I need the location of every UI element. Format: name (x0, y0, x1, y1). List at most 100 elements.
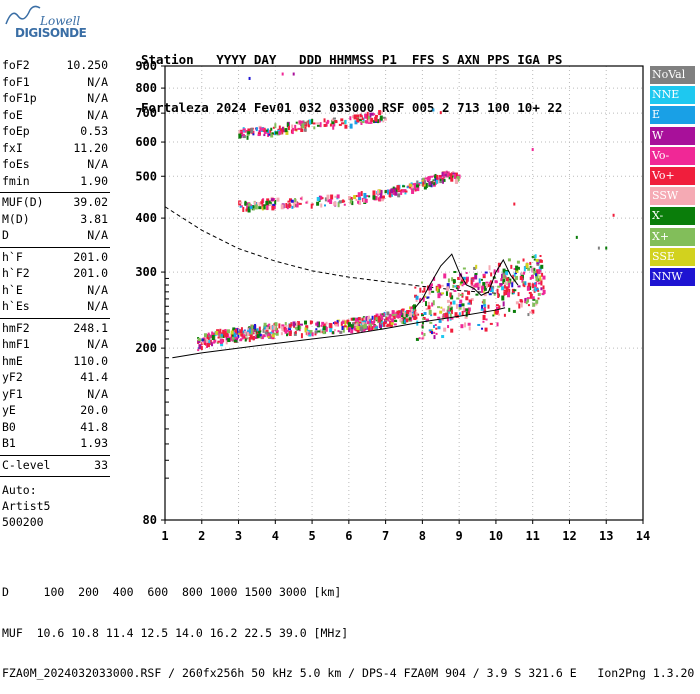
echo-point (274, 199, 277, 205)
echo-point (450, 175, 453, 179)
echo-point (323, 118, 326, 123)
echo-point (416, 180, 419, 185)
echo-point (309, 320, 312, 325)
param-row: B1 1.93 (2, 436, 108, 452)
echo-point (260, 201, 264, 205)
echo-point (207, 332, 210, 336)
echo-point (272, 203, 276, 206)
echo-point (363, 323, 367, 329)
echo-point (324, 204, 327, 207)
echo-point (523, 266, 526, 272)
param-row: h`E N/A (2, 283, 108, 299)
echo-point (358, 196, 362, 200)
echo-point (482, 314, 486, 320)
echo-point (224, 329, 227, 332)
param-value: 11.20 (73, 140, 108, 155)
echo-point (460, 324, 464, 329)
echo-point (387, 324, 391, 327)
echo-point (343, 325, 347, 328)
echo-point (439, 310, 443, 314)
echo-point (575, 235, 578, 239)
echo-point (524, 297, 527, 301)
echo-point (463, 281, 467, 285)
echo-point (268, 133, 271, 136)
echo-point (450, 301, 453, 305)
x-axis-ticks: 1 2 3 4 5 6 7 8 9 10 11 12 13 14 (161, 520, 650, 543)
param-row: yF1 N/A (2, 387, 108, 403)
echo-point (290, 199, 294, 203)
legend-item: X- (650, 207, 695, 226)
echo-point (423, 333, 426, 337)
echo-point (496, 322, 499, 327)
param-name: hmF1 (2, 337, 30, 351)
echo-point (487, 283, 491, 287)
echo-point (433, 182, 436, 186)
echo-point (367, 121, 371, 124)
echo-point (240, 333, 244, 337)
echo-point (224, 333, 228, 338)
echo-point (238, 130, 241, 136)
echo-point (390, 188, 394, 194)
echo-point (356, 114, 360, 118)
footer: D 100 200 400 600 800 1000 1500 3000 [km… (2, 559, 694, 694)
echo-point (271, 132, 274, 135)
echo-point (393, 323, 397, 326)
echo-point (413, 316, 417, 320)
legend-item: NNW (650, 268, 695, 286)
echo-point (428, 289, 431, 295)
echo-point (366, 321, 370, 325)
echo-point (503, 291, 506, 296)
echo-point (299, 197, 302, 200)
echo-point (263, 134, 266, 137)
echo-point (442, 308, 446, 312)
auto-info: 500200 (2, 515, 44, 529)
echo-point (265, 328, 269, 333)
footer-file-info: FZA0M_2024032033000.RSF / 260fx256h 50 k… (2, 666, 695, 680)
echo-point (374, 116, 378, 122)
param-name: h`F2 (2, 266, 30, 280)
echo-point (391, 317, 395, 323)
echo-point (203, 339, 206, 344)
echo-point (432, 324, 435, 328)
echo-point (250, 127, 254, 133)
echo-point (362, 327, 366, 332)
echo-point (515, 301, 519, 305)
echo-point (320, 324, 323, 327)
echo-point (313, 126, 316, 130)
echo-point (340, 118, 344, 122)
echo-point (373, 120, 376, 124)
echo-point (358, 199, 362, 205)
echo-point (413, 304, 417, 310)
param-row: yE 20.0 (2, 403, 108, 419)
echo-point (357, 192, 361, 198)
echo-point (467, 322, 471, 326)
echo-point (307, 332, 310, 335)
echo-point (502, 301, 505, 307)
echo-point (292, 321, 296, 327)
echo-point (264, 326, 268, 330)
echo-point (513, 289, 517, 292)
echo-point (286, 333, 289, 337)
echo-point (354, 317, 357, 322)
echo-point (278, 323, 281, 329)
echo-point (409, 312, 413, 318)
echo-point (513, 202, 516, 206)
echo-point (414, 286, 417, 289)
plot-border (164, 65, 644, 521)
echo-point (235, 336, 239, 340)
echo-point (415, 295, 419, 300)
x-tick-label: 11 (525, 529, 539, 543)
echo-point (374, 114, 378, 117)
echo-point (225, 336, 228, 341)
echo-point (314, 330, 318, 334)
echo-point (465, 308, 469, 312)
echo-point (373, 113, 376, 116)
echo-point (443, 176, 446, 179)
echo-point (269, 325, 273, 330)
echo-point (420, 312, 423, 315)
echo-point (337, 202, 340, 208)
echo-point (443, 178, 446, 182)
echo-point (421, 321, 424, 325)
echo-point (380, 315, 383, 321)
param-separator (0, 246, 110, 248)
